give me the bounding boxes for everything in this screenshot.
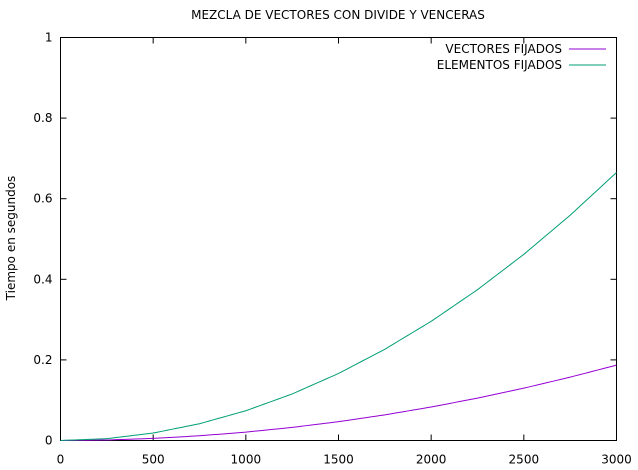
x-tick-label: 1000: [231, 453, 262, 467]
y-axis-label: Tiempo en segundos: [4, 176, 18, 302]
x-ticks: 0 500 1000 1500 2000 2500 3000: [57, 37, 632, 467]
x-tick-label: 2500: [509, 453, 540, 467]
y-tick-label: 0.8: [33, 111, 52, 125]
chart-title: MEZCLA DE VECTORES CON DIVIDE Y VENCERAS: [191, 8, 485, 22]
legend-label-1: VECTORES FIJADOS: [445, 42, 562, 56]
x-tick-label: 3000: [601, 453, 632, 467]
y-tick-label: 0.6: [33, 192, 52, 206]
x-tick-label: 500: [142, 453, 165, 467]
y-tick-label: 0.4: [33, 272, 52, 286]
y-tick-label: 1: [45, 31, 53, 45]
series-line-1: [60, 364, 617, 441]
legend-label-2: ELEMENTOS FIJADOS: [437, 58, 562, 72]
y-tick-label: 0: [45, 434, 53, 448]
series-line-2: [60, 172, 617, 441]
x-tick-label: 1500: [323, 453, 354, 467]
y-tick-label: 0.2: [33, 353, 52, 367]
x-tick-label: 0: [57, 453, 65, 467]
plot-frame: [60, 37, 617, 441]
legend: VECTORES FIJADOS ELEMENTOS FIJADOS: [437, 42, 606, 72]
x-tick-label: 2000: [416, 453, 447, 467]
y-ticks: 0 0.2 0.4 0.6 0.8 1: [33, 31, 617, 448]
series-layer: [60, 172, 617, 441]
